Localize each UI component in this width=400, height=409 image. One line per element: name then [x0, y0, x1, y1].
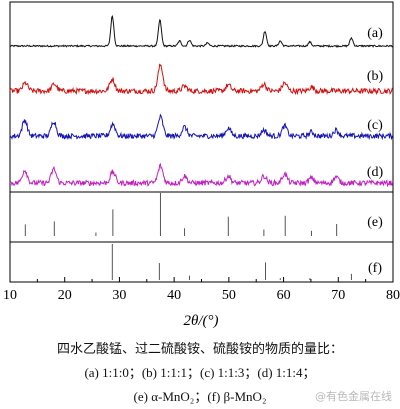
series-label-c: (c)	[367, 118, 383, 133]
x-tick-label-50: 50	[222, 288, 236, 303]
x-tick-label-10: 10	[3, 288, 17, 303]
watermark: @有色金属在线	[315, 390, 392, 403]
series-label-b: (b)	[367, 69, 384, 84]
series-label-e: (e)	[367, 215, 383, 230]
x-axis-ticks: 10 20 30 40 50 60 70 80	[3, 277, 400, 303]
x-tick-label-70: 70	[331, 288, 345, 303]
series-line-c	[9, 113, 394, 141]
series-line-d	[9, 162, 394, 188]
x-tick-label-30: 30	[112, 288, 126, 303]
plot-frame	[9, 1, 394, 283]
series-label-d: (d)	[367, 165, 384, 180]
x-tick-label-20: 20	[58, 288, 72, 303]
series-labels: (a) (b) (c) (d) (e) (f)	[367, 26, 384, 276]
x-axis-label: 2θ/(°)	[183, 313, 218, 329]
series-label-a: (a)	[367, 26, 383, 41]
series-layer	[9, 15, 394, 280]
series-line-b	[9, 63, 394, 96]
series-line-a	[9, 15, 394, 48]
x-tick-label-80: 80	[386, 288, 400, 303]
x-tick-label-60: 60	[277, 288, 291, 303]
caption-ratio-values: (a) 1:1:0；(b) 1:1:1；(c) 1:1:3；(d) 1:1:4；	[84, 365, 316, 380]
series-label-f: (f)	[368, 261, 382, 276]
caption-ratio-heading: 四水乙酸锰、过二硫酸铵、硫酸铵的物质的量比：	[56, 342, 343, 357]
caption-references: (e) α-MnO₂；(f) β-MnO₂	[133, 389, 267, 404]
x-tick-label-40: 40	[167, 288, 181, 303]
